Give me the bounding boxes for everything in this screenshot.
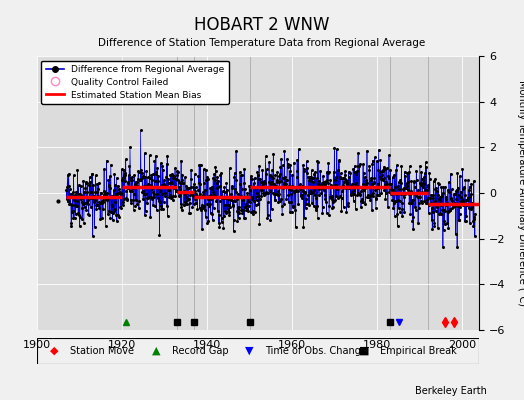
Y-axis label: Monthly Temperature Anomaly Difference (°C): Monthly Temperature Anomaly Difference (…: [517, 80, 524, 306]
Text: Station Move: Station Move: [70, 346, 134, 356]
Text: HOBART 2 WNW: HOBART 2 WNW: [194, 16, 330, 34]
Text: Empirical Break: Empirical Break: [380, 346, 456, 356]
Text: Difference of Station Temperature Data from Regional Average: Difference of Station Temperature Data f…: [99, 38, 425, 48]
Text: ◆: ◆: [50, 346, 59, 356]
Text: ■: ■: [359, 346, 369, 356]
Text: Berkeley Earth: Berkeley Earth: [416, 386, 487, 396]
Text: Record Gap: Record Gap: [172, 346, 228, 356]
Legend: Difference from Regional Average, Quality Control Failed, Estimated Station Mean: Difference from Regional Average, Qualit…: [41, 60, 229, 104]
Text: Time of Obs. Change: Time of Obs. Change: [265, 346, 367, 356]
Text: ▲: ▲: [152, 346, 160, 356]
Text: ▼: ▼: [245, 346, 254, 356]
